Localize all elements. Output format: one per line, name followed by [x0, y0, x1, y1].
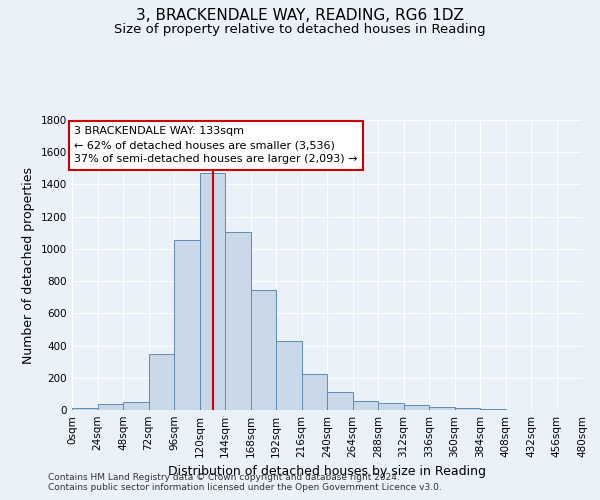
Text: Size of property relative to detached houses in Reading: Size of property relative to detached ho… — [114, 22, 486, 36]
Bar — [378, 403, 404, 410]
Text: 3 BRACKENDALE WAY: 133sqm
← 62% of detached houses are smaller (3,536)
37% of se: 3 BRACKENDALE WAY: 133sqm ← 62% of detac… — [74, 126, 358, 164]
Text: Contains HM Land Registry data © Crown copyright and database right 2024.: Contains HM Land Registry data © Crown c… — [48, 474, 400, 482]
Bar — [199, 173, 225, 410]
Bar — [174, 240, 199, 410]
Bar — [225, 232, 251, 410]
Bar — [149, 354, 174, 410]
Bar — [251, 290, 276, 410]
X-axis label: Distribution of detached houses by size in Reading: Distribution of detached houses by size … — [168, 466, 486, 478]
Text: 3, BRACKENDALE WAY, READING, RG6 1DZ: 3, BRACKENDALE WAY, READING, RG6 1DZ — [136, 8, 464, 22]
Bar — [353, 401, 378, 410]
Bar — [327, 392, 353, 410]
Bar — [97, 404, 123, 410]
Bar — [72, 408, 97, 410]
Y-axis label: Number of detached properties: Number of detached properties — [22, 166, 35, 364]
Bar — [123, 402, 149, 410]
Bar — [276, 340, 302, 410]
Bar — [302, 374, 327, 410]
Bar — [404, 405, 429, 410]
Bar — [429, 407, 455, 410]
Bar — [455, 408, 480, 410]
Bar — [480, 409, 505, 410]
Text: Contains public sector information licensed under the Open Government Licence v3: Contains public sector information licen… — [48, 484, 442, 492]
